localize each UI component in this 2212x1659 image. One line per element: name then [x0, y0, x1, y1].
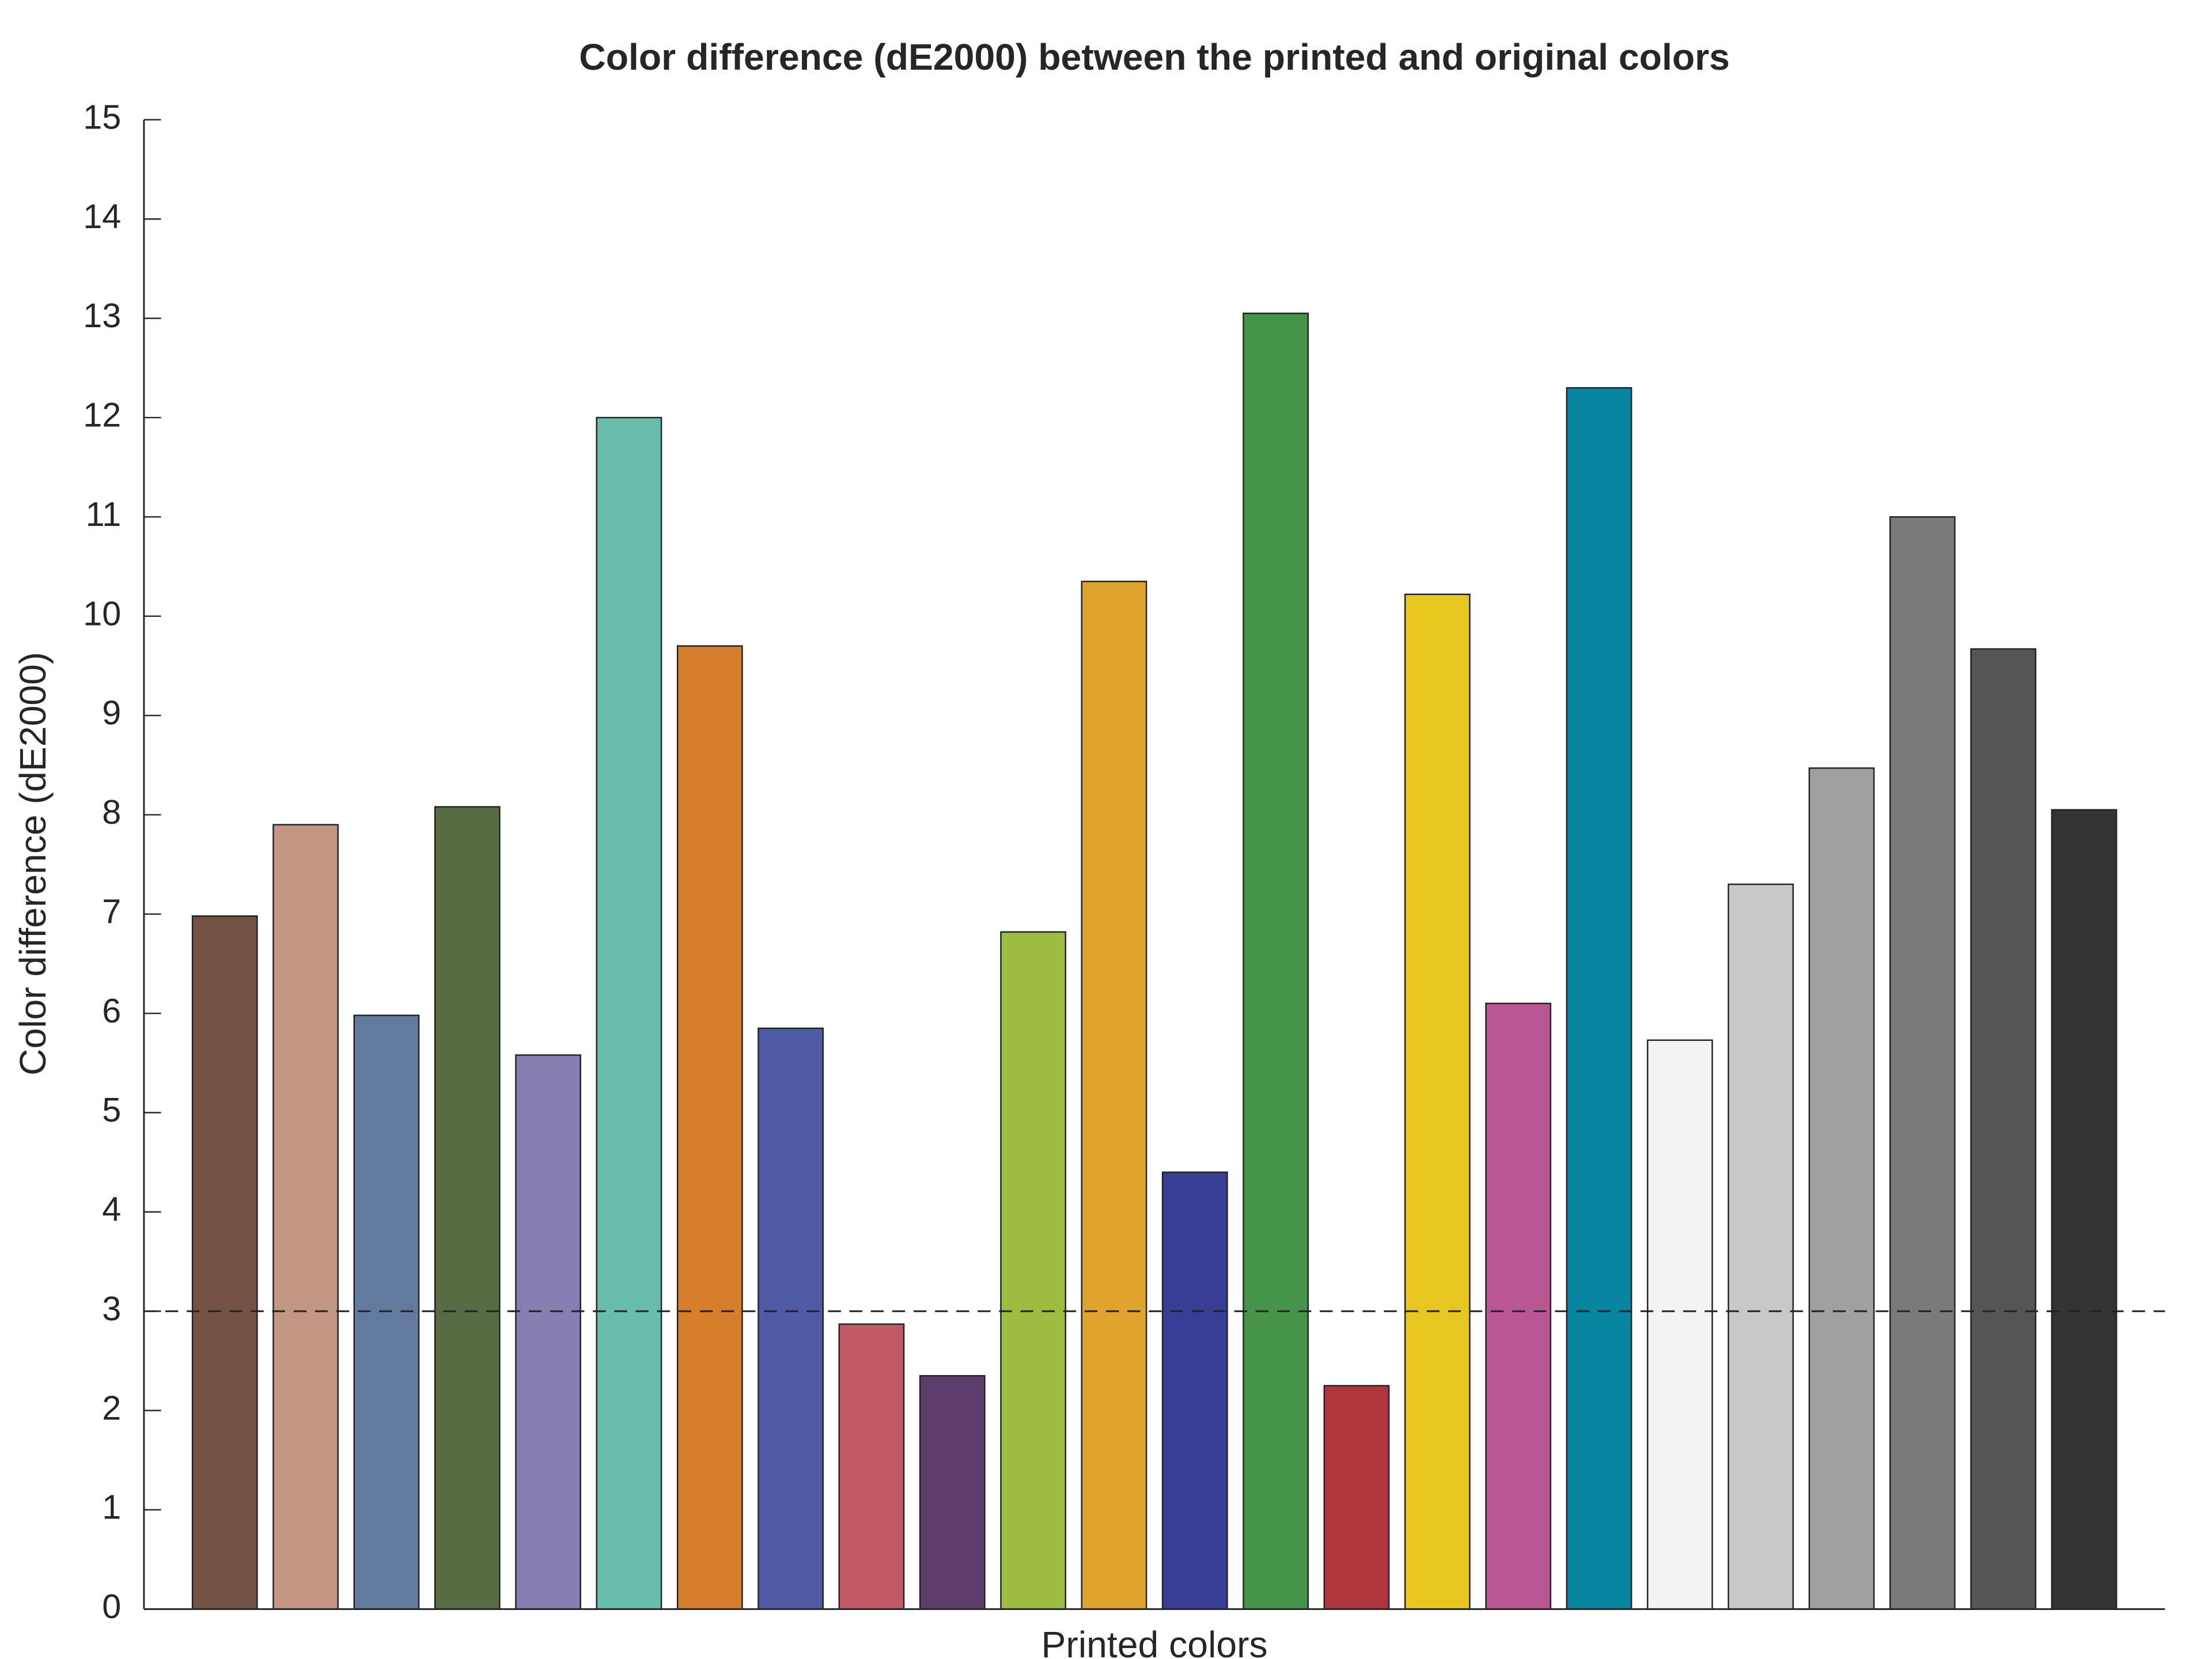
y-tick-label: 9: [102, 694, 121, 732]
bar: [1889, 516, 1956, 1610]
x-axis-label: Printed colors: [1041, 1624, 1268, 1659]
y-tick-label: 11: [86, 495, 122, 533]
bar: [191, 915, 258, 1610]
bar: [757, 1027, 824, 1610]
y-axis-label: Color difference (dE2000): [12, 652, 54, 1075]
bar: [1161, 1171, 1228, 1610]
y-tick-label: 8: [102, 793, 121, 831]
bar: [1404, 593, 1471, 1610]
bar: [919, 1375, 986, 1610]
bar: [1243, 312, 1309, 1610]
y-tick-label: 12: [83, 396, 121, 434]
y-tick-label: 3: [102, 1289, 121, 1328]
bar: [838, 1323, 905, 1610]
bar: [1081, 581, 1147, 1610]
bar: [1323, 1385, 1390, 1610]
y-tick-label: 4: [102, 1190, 121, 1229]
bar: [272, 824, 339, 1610]
bar: [1566, 387, 1633, 1610]
bar: [596, 416, 662, 1610]
y-tick-label: 14: [83, 197, 121, 236]
bar: [515, 1054, 581, 1610]
y-tick-label: 0: [102, 1587, 121, 1626]
bar: [1808, 767, 1875, 1610]
y-tick-label: 6: [102, 991, 121, 1030]
chart-title: Color difference (dE2000) between the pr…: [579, 36, 1730, 78]
bar: [1646, 1039, 1713, 1610]
bar: [676, 645, 743, 1610]
y-tick-label: 13: [83, 296, 121, 335]
bar: [2051, 809, 2118, 1610]
y-tick-label: 5: [102, 1090, 121, 1129]
y-tick-label: 15: [83, 98, 121, 137]
y-tick-label: 7: [102, 892, 121, 930]
bar: [353, 1014, 420, 1610]
y-tick-label: 2: [102, 1388, 121, 1427]
y-tick-label: 1: [102, 1488, 121, 1527]
bar: [1970, 648, 2037, 1610]
bar: [1000, 931, 1066, 1610]
bar: [1728, 883, 1794, 1610]
bar: [434, 806, 501, 1610]
y-tick-label: 10: [83, 594, 121, 632]
bar: [1485, 1002, 1552, 1610]
